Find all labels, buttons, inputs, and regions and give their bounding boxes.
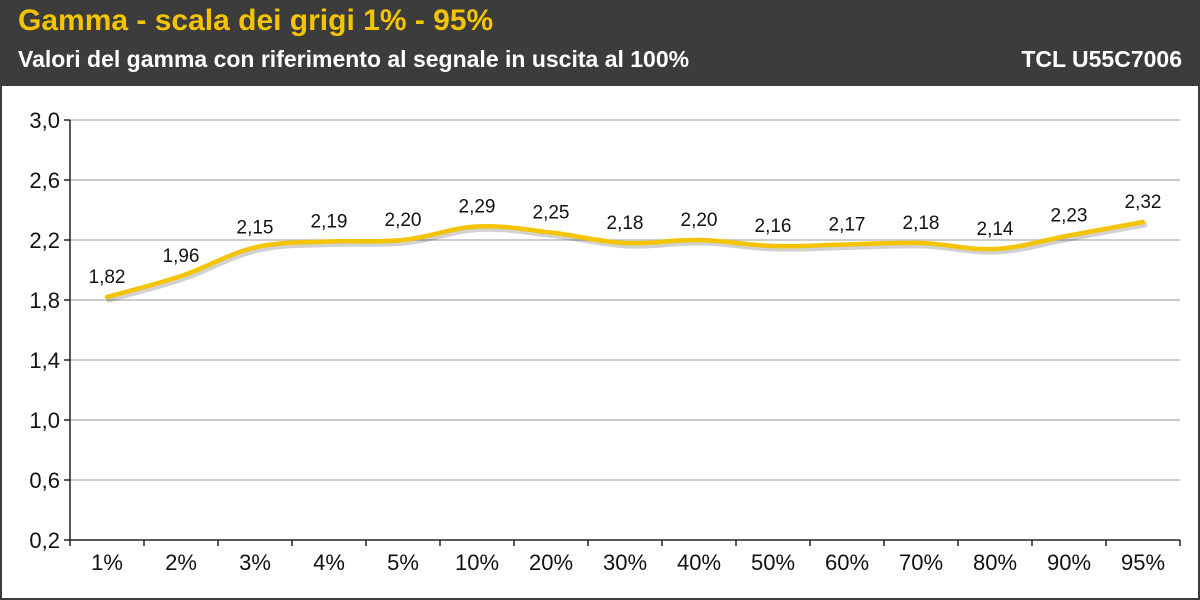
x-tick-label: 95%	[1121, 550, 1165, 575]
y-tick-label: 1,8	[29, 288, 60, 313]
data-label: 2,15	[237, 218, 274, 239]
x-tick-label: 70%	[899, 550, 943, 575]
series	[104, 219, 1148, 303]
x-tick-label: 2%	[165, 550, 197, 575]
data-label: 2,18	[903, 213, 940, 234]
data-label: 2,19	[311, 212, 348, 233]
x-tick-label: 20%	[529, 550, 573, 575]
y-tick-label: 1,0	[29, 408, 60, 433]
x-tick-label: 40%	[677, 550, 721, 575]
tv-model-label: TCL U55C7006	[1021, 46, 1182, 72]
data-label: 2,18	[607, 213, 644, 234]
x-tick-label: 50%	[751, 550, 795, 575]
grid-lines	[70, 119, 1180, 481]
data-label: 2,25	[533, 203, 570, 224]
x-tick-label: 30%	[603, 550, 647, 575]
data-label: 2,14	[977, 219, 1014, 240]
x-tick-label: 3%	[239, 550, 271, 575]
data-label: 2,23	[1051, 206, 1088, 227]
y-tick-label: 1,4	[29, 348, 60, 373]
chart-panel	[2, 86, 1198, 598]
x-tick-label: 5%	[387, 550, 419, 575]
data-label: 2,32	[1125, 192, 1162, 213]
data-label: 2,29	[459, 197, 496, 218]
chart-header: Gamma - scala dei grigi 1% - 95% Valori …	[0, 0, 1200, 84]
x-tick-label: 60%	[825, 550, 869, 575]
axes: 0,2 0,6 1,0 1,4 1,8 2,2 2,6 3,0 1% 2% 3% 4% 5% 10% 20%…	[29, 108, 1181, 575]
x-tick-label: 1%	[91, 550, 123, 575]
data-label: 1,96	[163, 246, 200, 267]
data-labels: 1,82 1,96 2,15 2,19 2,20 2,29 2,25 2,18 2,20 2,16…	[89, 192, 1162, 288]
data-label: 2,20	[681, 210, 718, 231]
series-line-shadow	[106, 222, 1148, 303]
x-tick-label: 4%	[313, 550, 345, 575]
data-label: 2,17	[829, 215, 866, 236]
data-label: 1,82	[89, 267, 126, 288]
y-tick-label: 0,6	[29, 468, 60, 493]
y-tick-label: 3,0	[29, 108, 60, 133]
chart-subtitle: Valori del gamma con riferimento al segn…	[18, 46, 690, 72]
y-tick-label: 2,6	[29, 168, 60, 193]
chart-title: Gamma - scala dei grigi 1% - 95%	[18, 4, 494, 37]
data-label: 2,20	[385, 210, 422, 231]
x-tick-label: 90%	[1047, 550, 1091, 575]
x-tick-label: 10%	[455, 550, 499, 575]
y-tick-label: 2,2	[29, 228, 60, 253]
y-tick-label: 0,2	[29, 528, 60, 553]
data-label: 2,16	[755, 216, 792, 237]
x-tick-label: 80%	[973, 550, 1017, 575]
